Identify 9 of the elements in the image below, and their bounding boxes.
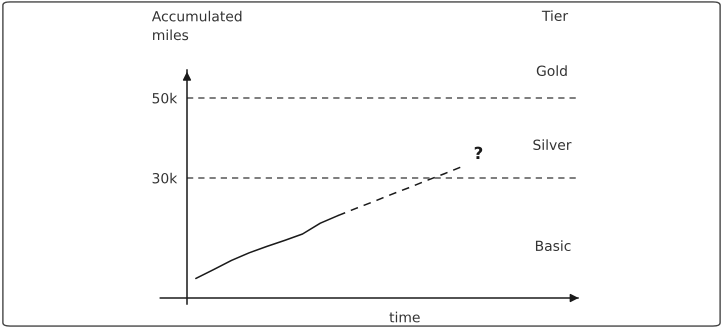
x-axis-title: time [389, 312, 420, 322]
annotation: Basic [536, 240, 571, 252]
y-axis-title: Accumulated miles [152, 10, 242, 40]
text: Tier [542, 10, 568, 22]
annotation: ? [474, 146, 482, 159]
annotation: Silver [533, 139, 572, 150]
annotation: Gold [536, 65, 567, 76]
y-tick-label: 30k [152, 172, 178, 184]
y-tick-label: 50k [152, 92, 178, 104]
